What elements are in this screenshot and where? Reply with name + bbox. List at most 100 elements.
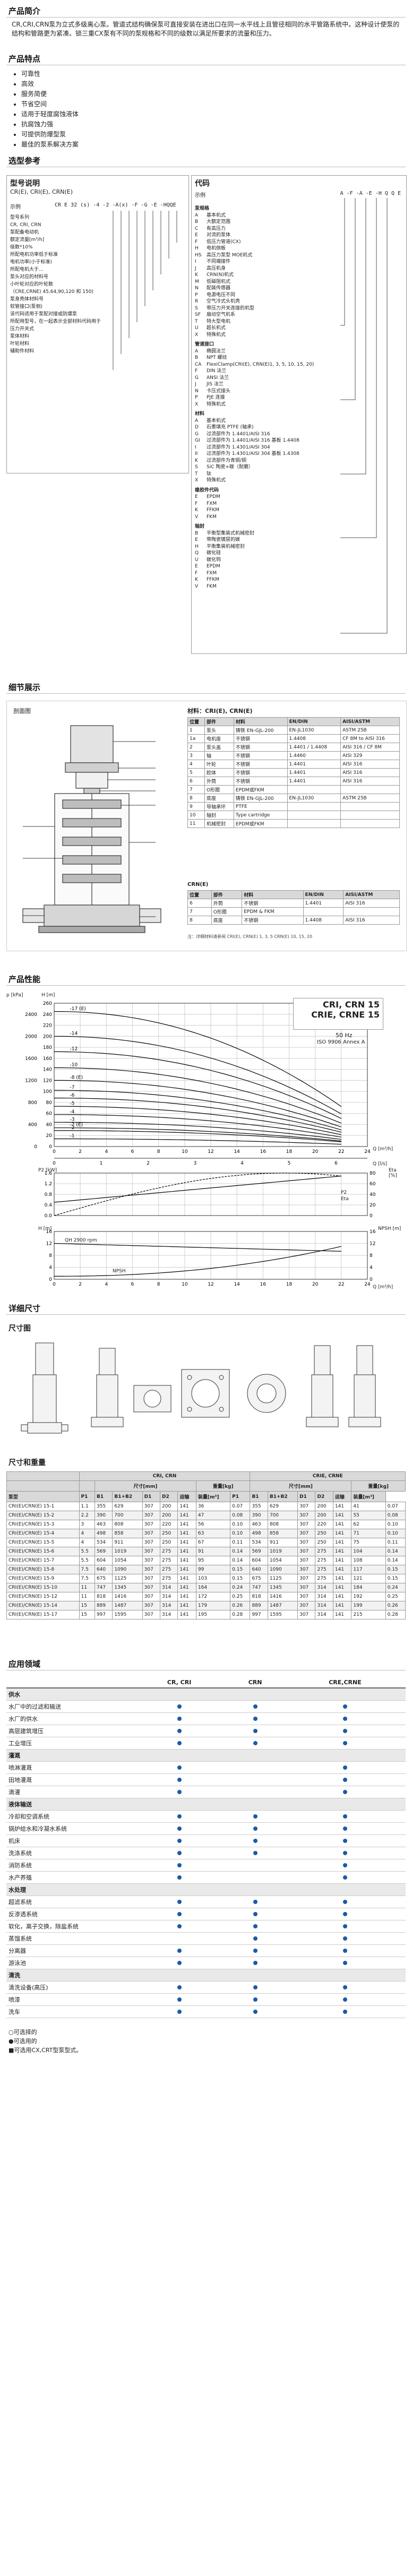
iso-label: ISO 9906 Annex A [317, 1039, 365, 1045]
table-cell: 275 [315, 1556, 333, 1565]
table-header-cell: 部件 [204, 717, 234, 726]
materials-table: 位置 部件 材料 EN/DIN AISI/ASTM 1 泵头 铸铁 EN-GJL-200 EN-… [187, 717, 400, 828]
code-desc: FFKM [207, 577, 220, 582]
application-row: 洗涤系统 [6, 1847, 406, 1859]
table-cell: 63 [195, 1529, 231, 1538]
table-cell: 463 [94, 1520, 113, 1529]
feature-item: 抗腐蚀力强 [21, 119, 79, 130]
code-row: V FKM [195, 514, 338, 521]
model-line: 电机功率(小于标准) [10, 260, 53, 265]
code-key: K [195, 577, 198, 582]
availability-dot-icon [177, 1911, 182, 1916]
table-cell: 307 [297, 1538, 316, 1547]
table-row: 6 外筒 不锈钢 1.4401 AISI 316 [187, 899, 400, 908]
table-cell: AISI 316 [340, 760, 400, 769]
table-cell: AISI 329 [340, 751, 400, 760]
x-tick-label: 20 [312, 1282, 319, 1287]
curve-label: -4 [70, 1109, 75, 1115]
code-desc: 高压力泵型 MOE机式 [207, 252, 253, 258]
code-row: K FFKM [195, 507, 338, 514]
application-cell [133, 1798, 226, 1811]
table-cell: 56 [195, 1520, 231, 1529]
code-key: J [195, 382, 196, 387]
h-unit-lower: H [m] [38, 1226, 52, 1231]
availability-dot-icon [342, 1899, 347, 1904]
code-group-title: 轴封 [195, 524, 205, 529]
code-key: I [195, 259, 196, 264]
availability-dot-icon [177, 1838, 182, 1843]
table-header-cell: B1+B2 [112, 1491, 143, 1502]
table-cell: 307 [297, 1520, 316, 1529]
table-header-cell: 尺寸[mm] [94, 1480, 196, 1492]
table-header-cell: 重量[kg] [351, 1480, 406, 1492]
application-label: 机床 [6, 1834, 133, 1847]
table-header-cell: AISI/ASTM [340, 717, 400, 726]
table-row: CRI(E)/CRN(E) 15-12 11 818 1416 307 314 141 172… [6, 1592, 406, 1601]
application-cell [226, 1847, 285, 1859]
table-cell: 5.5 [79, 1556, 95, 1565]
table-header-cell: P1 [79, 1491, 95, 1502]
table-header-cell: 运输 [332, 1491, 352, 1502]
application-label: 清洗 [6, 1969, 133, 1981]
table-cell: 307 [142, 1565, 161, 1574]
application-cell [226, 2005, 285, 2018]
rpm-label: QH 2900 rpm [65, 1238, 97, 1243]
code-key: K [195, 507, 198, 513]
table-cell: 629 [267, 1502, 298, 1511]
code-row: I 过流部件为 1.4301/AISI 304 [195, 444, 338, 451]
availability-dot-icon [342, 1704, 347, 1709]
application-cell [226, 1896, 285, 1908]
code-key: E [195, 564, 198, 569]
npsh-text: NPSH [113, 1269, 126, 1274]
code-key: G [195, 431, 199, 437]
ls-tick-label: 2 [147, 1161, 150, 1166]
table-cell: 250 [159, 1538, 178, 1547]
code-row: H 电机侧板 [195, 245, 338, 252]
table-cell: 275 [159, 1547, 178, 1556]
code-key: P [195, 395, 198, 400]
table-cell: 0.15 [385, 1574, 406, 1583]
h-q-curve [54, 1011, 342, 1107]
table-cell: 307 [297, 1574, 316, 1583]
model-line: 泵体材料 [10, 334, 30, 339]
table-header-row: 位置 部件 材料 EN/DIN AISI/ASTM [187, 717, 400, 726]
table-cell: 141 [177, 1565, 196, 1574]
x-tick-label: 24 [364, 1149, 371, 1155]
code-desc: 电机侧板 [207, 246, 226, 251]
code-desc: 特殊机式 [207, 478, 226, 483]
h-tick-label: 240 [43, 1012, 52, 1018]
table-cell: EPDM或FKM [233, 785, 288, 794]
table-cell: 55 [351, 1511, 386, 1520]
application-row: 蒸馏系统 [6, 1932, 406, 1945]
intro-text: CR,CRI,CRN泵为立式多级离心泵。管道式结构确保泵可直接安装在进出口在同一… [12, 21, 400, 37]
table-cell [340, 819, 400, 828]
availability-dot-icon [177, 1899, 182, 1904]
availability-dot-icon [177, 1863, 182, 1867]
application-cell [284, 1834, 406, 1847]
section-title: 选型参考 [8, 156, 41, 166]
table-header-cell [79, 1480, 95, 1492]
crn-table: 位置 部件 材料 EN/DIN AISI/ASTM 6 外筒 不锈钢 1.4401 AISI 31… [187, 890, 400, 925]
dimension-drawings-svg [21, 1342, 381, 1434]
table-cell: 1a [187, 734, 205, 743]
code-title: 代码 [195, 179, 210, 188]
table-cell: 307 [142, 1592, 161, 1601]
model-line: 泵配备电动机 [10, 230, 39, 235]
table-cell: 1595 [267, 1610, 298, 1619]
code-row: N 配装传感器 [195, 285, 338, 292]
table-cell: 141 [332, 1565, 352, 1574]
table-cell: 0.28 [385, 1610, 406, 1619]
code-key: K [195, 458, 198, 463]
x-tick-label: 14 [234, 1149, 240, 1155]
table-cell: CRI(E)/CRN(E) 15-1 [6, 1502, 80, 1511]
h-tick-label: 40 [46, 1122, 53, 1127]
application-cell [284, 1700, 406, 1713]
code-desc: DIN 法兰 [207, 368, 227, 374]
table-cell: 307 [297, 1592, 316, 1601]
table-row: 8 底座 不锈钢 1.4408 AISI 316 [187, 916, 400, 925]
h-tick-label: 100 [43, 1089, 52, 1095]
x-tick-label: 6 [131, 1149, 134, 1155]
table-cell: 8 [187, 794, 205, 803]
model-line: （CRE,CRNE) 45,64,90,120 和 150) [10, 289, 93, 295]
application-cell [226, 1932, 285, 1945]
